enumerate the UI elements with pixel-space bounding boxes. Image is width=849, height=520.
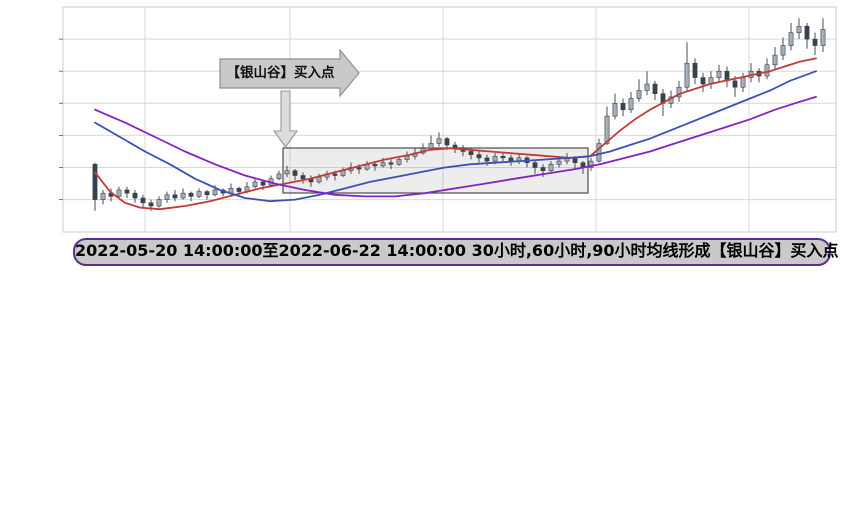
top-grid: [63, 7, 836, 232]
ma-line-30ma: [94, 57, 817, 211]
ma-line-90ma: [94, 96, 817, 198]
top-frame: [62, 6, 837, 233]
down-arrow: [272, 90, 299, 148]
buy-point-banner-label: 【银山谷】买入点: [226, 65, 335, 81]
title-banner: 2022-05-20 14:00:00至2022-06-22 14:00:00 …: [73, 238, 839, 266]
buy-point-banner-arrow: [219, 48, 360, 98]
top-ma-lines: [94, 57, 817, 211]
ma-line-60ma: [94, 70, 817, 203]
top-candlestick-chart: [59, 6, 837, 233]
